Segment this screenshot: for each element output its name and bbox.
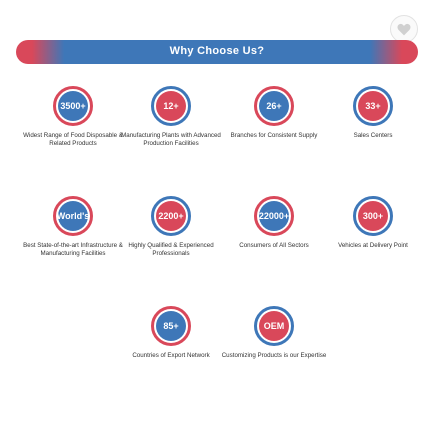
stat-caption: Highly Qualified & Experienced Professio… — [128, 242, 214, 257]
stat-professionals: 2200+ Highly Qualified & Experienced Pro… — [116, 196, 226, 258]
stat-manufacturing-plants: 12+ Manufacturing Plants with Advanced P… — [116, 86, 226, 148]
stat-value: 12+ — [156, 91, 186, 121]
section-title: Why Choose Us? — [169, 45, 265, 57]
stat-value: 85+ — [156, 311, 186, 341]
banner-band — [16, 40, 418, 64]
stat-badge: World's — [53, 196, 93, 236]
stat-caption: Best State-of-the-art Infrastructure & M… — [23, 242, 123, 257]
stat-value: 33+ — [358, 91, 388, 121]
heart-icon — [397, 23, 411, 35]
stat-caption: Consumers of All Sectors — [239, 242, 309, 249]
stat-infrastructure: World's Best State-of-the-art Infrastruc… — [18, 196, 128, 258]
stat-badge: 300+ — [353, 196, 393, 236]
stat-food-range: 3500+ Widest Range of Food Disposable & … — [18, 86, 128, 148]
stat-badge: 33+ — [353, 86, 393, 126]
stat-value: 2200+ — [156, 201, 186, 231]
stat-caption: Manufacturing Plants with Advanced Produ… — [121, 132, 221, 147]
stat-badge: 3500+ — [53, 86, 93, 126]
stat-value: 26+ — [259, 91, 289, 121]
stat-consumers: 22000+ Consumers of All Sectors — [219, 196, 329, 250]
stat-caption: Countries of Export Network — [132, 352, 210, 359]
stat-caption: Branches for Consistent Supply — [230, 132, 318, 139]
stat-value: World's — [57, 201, 89, 231]
stat-branches: 26+ Branches for Consistent Supply — [219, 86, 329, 140]
stat-caption: Customizing Products is our Expertise — [221, 352, 327, 359]
stat-badge: OEM — [254, 306, 294, 346]
stat-value: 300+ — [358, 201, 388, 231]
favorite-button[interactable] — [390, 15, 418, 43]
stat-export-countries: 85+ Countries of Export Network — [116, 306, 226, 360]
stat-badge: 26+ — [254, 86, 294, 126]
stat-sales-centers: 33+ Sales Centers — [318, 86, 428, 140]
section-header-banner: Why Choose Us? — [12, 37, 422, 67]
stat-caption: Widest Range of Food Disposable & Relate… — [23, 132, 123, 147]
stat-oem: OEM Customizing Products is our Expertis… — [219, 306, 329, 360]
stat-value: 22000+ — [259, 201, 289, 231]
stat-value: 3500+ — [58, 91, 88, 121]
stat-badge: 22000+ — [254, 196, 294, 236]
stat-badge: 85+ — [151, 306, 191, 346]
stat-badge: 2200+ — [151, 196, 191, 236]
stat-vehicles: 300+ Vehicles at Delivery Point — [318, 196, 428, 250]
stat-caption: Vehicles at Delivery Point — [338, 242, 408, 249]
stat-value: OEM — [259, 311, 289, 341]
stat-caption: Sales Centers — [353, 132, 393, 139]
stat-badge: 12+ — [151, 86, 191, 126]
